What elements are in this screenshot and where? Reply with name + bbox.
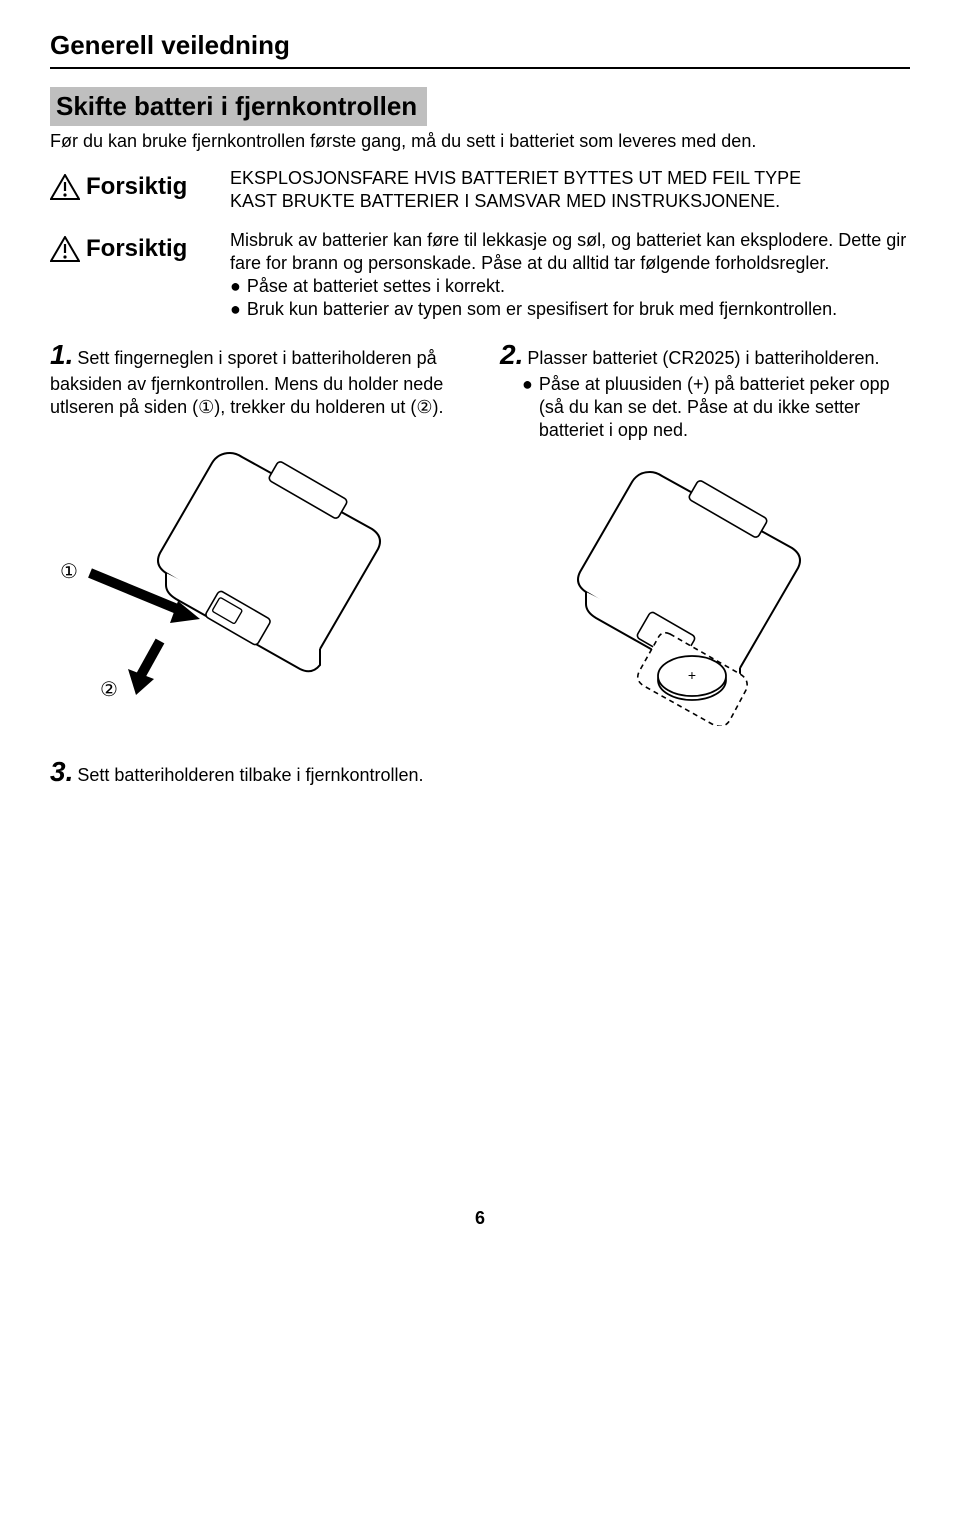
bullet-icon: ●: [230, 275, 241, 298]
caution-1-line1: EKSPLOSJONSFARE HVIS BATTERIET BYTTES UT…: [230, 167, 910, 190]
steps-row: 1.Sett fingerneglen i sporet i batteriho…: [50, 337, 910, 746]
caution-1-body: EKSPLOSJONSFARE HVIS BATTERIET BYTTES UT…: [230, 167, 910, 213]
intro-text: Før du kan bruke fjernkontrollen første …: [50, 130, 910, 153]
step-2-text: 2.Plasser batteriet (CR2025) i batteriho…: [500, 337, 910, 442]
caution-2-bullet-2: ● Bruk kun batterier av typen som er spe…: [230, 298, 910, 321]
step-1-callout-2: ②: [100, 677, 118, 702]
step-2-number: 2.: [500, 339, 523, 370]
warning-triangle-icon: [50, 236, 80, 262]
caution-2-label: Forsiktig: [50, 229, 230, 263]
remote-back-illustration: [50, 443, 430, 703]
step-1-body: Sett fingerneglen i sporet i batterihold…: [50, 348, 443, 417]
caution-1: Forsiktig EKSPLOSJONSFARE HVIS BATTERIET…: [50, 167, 910, 213]
warning-triangle-icon: [50, 174, 80, 200]
step-1-number: 1.: [50, 339, 73, 370]
step-3-number: 3.: [50, 756, 73, 787]
page-title: Generell veiledning: [50, 30, 910, 61]
page-number: 6: [50, 1208, 910, 1229]
step-3: 3.Sett batteriholderen tilbake i fjernko…: [50, 756, 910, 788]
step-2-bullet: ● Påse at pluusiden (+) på batteriet pek…: [522, 373, 910, 442]
section-heading: Skifte batteri i fjernkontrollen: [50, 87, 427, 126]
bullet-icon: ●: [522, 373, 533, 442]
caution-2-body: Misbruk av batterier kan føre til lekkas…: [230, 229, 910, 321]
step-2: 2.Plasser batteriet (CR2025) i batteriho…: [500, 337, 910, 746]
caution-1-label: Forsiktig: [50, 167, 230, 201]
caution-2-label-text: Forsiktig: [86, 235, 187, 263]
step-1: 1.Sett fingerneglen i sporet i batteriho…: [50, 337, 460, 746]
step-2-bullet-text: Påse at pluusiden (+) på batteriet peker…: [539, 373, 910, 442]
step-1-figure: ① ②: [50, 443, 460, 723]
remote-battery-illustration: +: [500, 466, 880, 726]
caution-2-bullet-1-text: Påse at batteriet settes i korrekt.: [247, 275, 505, 298]
bullet-icon: ●: [230, 298, 241, 321]
step-2-figure: +: [500, 466, 910, 746]
step-1-text: 1.Sett fingerneglen i sporet i batteriho…: [50, 337, 460, 419]
caution-2-bullet-1: ● Påse at batteriet settes i korrekt.: [230, 275, 910, 298]
step-3-text: Sett batteriholderen tilbake i fjernkont…: [77, 765, 423, 785]
step-1-callout-1: ①: [60, 559, 78, 584]
caution-2-text: Misbruk av batterier kan føre til lekkas…: [230, 229, 910, 275]
title-underline: [50, 67, 910, 69]
svg-text:+: +: [688, 667, 696, 683]
step-2-body: Plasser batteriet (CR2025) i batterihold…: [527, 348, 879, 368]
caution-2: Forsiktig Misbruk av batterier kan føre …: [50, 229, 910, 321]
caution-1-line2: KAST BRUKTE BATTERIER I SAMSVAR MED INST…: [230, 190, 910, 213]
caution-2-bullet-2-text: Bruk kun batterier av typen som er spesi…: [247, 298, 837, 321]
caution-1-label-text: Forsiktig: [86, 173, 187, 201]
